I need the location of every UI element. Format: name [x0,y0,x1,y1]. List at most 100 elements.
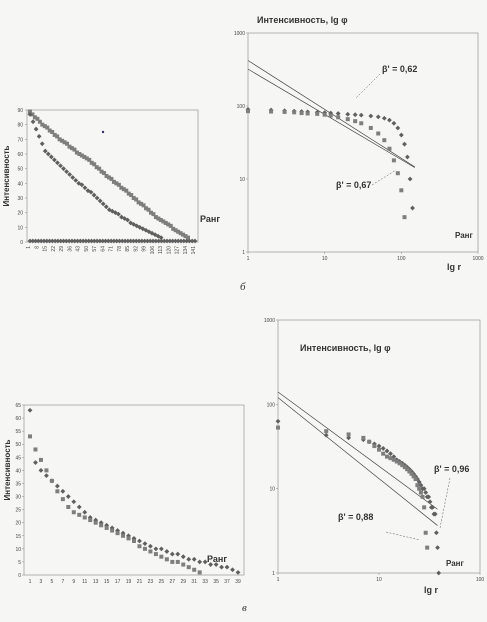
b-right-point [305,111,310,116]
b-left-zero-point [128,238,134,244]
b-left-point [92,162,97,167]
v-right-point [418,482,424,488]
b-left-point [116,182,121,187]
b-right-title: Интенсивность, lg φ [257,15,348,25]
b-left-point [146,207,151,212]
b-left-point [82,185,88,191]
b-right-ytick-label: 1000 [234,31,245,37]
b-left-point [84,156,89,161]
b-left-point [69,146,74,151]
b-left-point [109,208,115,214]
v-left-point [38,467,44,473]
b-left-point [144,206,149,211]
v-right-point [418,490,423,495]
b-left-ytick-label: 90 [17,108,23,114]
b-left-zero-point [145,238,150,244]
v-left-point [170,559,175,564]
b-left-zero-point [167,238,173,244]
b-left-point [77,152,82,156]
b-left-point [61,166,66,172]
b-right-point [282,109,287,114]
b-left-point [114,181,119,186]
b-left-point [57,137,62,142]
v-right-point [388,451,393,457]
b-left-point [156,216,161,221]
b-right-point [395,171,400,176]
b-left-point [67,144,72,149]
v-right-point [415,483,420,488]
b-right-point [382,138,387,143]
b-right-beta-2-leader [371,169,397,186]
b-left-point [100,201,106,207]
v-left-point [181,562,186,567]
b-left-point [85,188,91,194]
b-left-zero-point [75,238,80,244]
v-right-fit-line [277,391,438,510]
b-left-point [97,166,102,171]
b-right-point [407,176,413,182]
b-left-point [103,204,109,210]
b-left-point [168,223,173,228]
b-left-zero-point [147,238,153,244]
v-left-point [213,562,219,567]
b-left-zero-point [27,238,33,244]
b-left-point [178,231,183,236]
v-left-point [137,544,142,549]
b-left-zero-point [122,238,128,244]
v-left-point [60,488,66,494]
b-left-point [131,222,137,227]
v-right-beta-1-leader [439,477,451,529]
b-left-ytick-label: 80 [17,123,23,129]
b-left-point [141,203,146,208]
b-right-point [405,154,410,160]
b-left-point [58,163,63,169]
b-left-point [76,180,82,186]
b-left-zero-point [30,238,36,244]
v-left-point [54,483,60,489]
v-right-point [361,435,366,440]
v-right-point [372,444,377,449]
v-left-point [142,541,148,547]
v-right-point [381,451,386,456]
b-left-zero-point [131,238,136,244]
b-right-point [269,109,274,114]
b-left-zero-point [139,238,145,244]
b-right-point [353,119,358,124]
v-left-ytick-label: 55 [15,429,21,435]
v-left-point [44,468,49,473]
b-left-point [87,157,92,162]
v-right-point [425,545,430,550]
v-left-point [148,543,153,549]
b-left-point [129,193,134,198]
caption-b: б [240,281,246,293]
b-left-point [50,130,55,134]
b-left-zero-point [69,238,75,244]
b-left-point [121,187,126,192]
b-left-point [28,109,32,114]
b-left-zero-point [72,238,78,244]
b-left-point [109,176,114,181]
b-left-point [27,112,33,117]
v-right-point [275,418,281,424]
v-left-point [158,546,164,552]
b-left-point [181,232,186,237]
v-left-ytick-label: 65 [15,403,21,409]
v-left-xtick-label: 3 [40,579,43,585]
v-left-point [77,512,82,517]
v-left-point [197,570,202,575]
b-right-annotation-rank: Ранг [455,231,474,240]
b-left-point [51,157,57,163]
v-left-point [175,551,181,557]
v-right-point [377,447,381,452]
b-right-xtick-label: 1 [247,256,250,262]
v-left-ytick-label: 35 [15,481,21,487]
b-left-point [158,235,164,240]
v-left-ytick-label: 40 [15,468,21,474]
b-left-point [45,125,50,130]
v-left-ytick-label: 20 [15,521,21,527]
b-left-point [106,207,112,213]
b-right-point [376,131,381,136]
v-right-xtick-label: 100 [476,577,485,583]
